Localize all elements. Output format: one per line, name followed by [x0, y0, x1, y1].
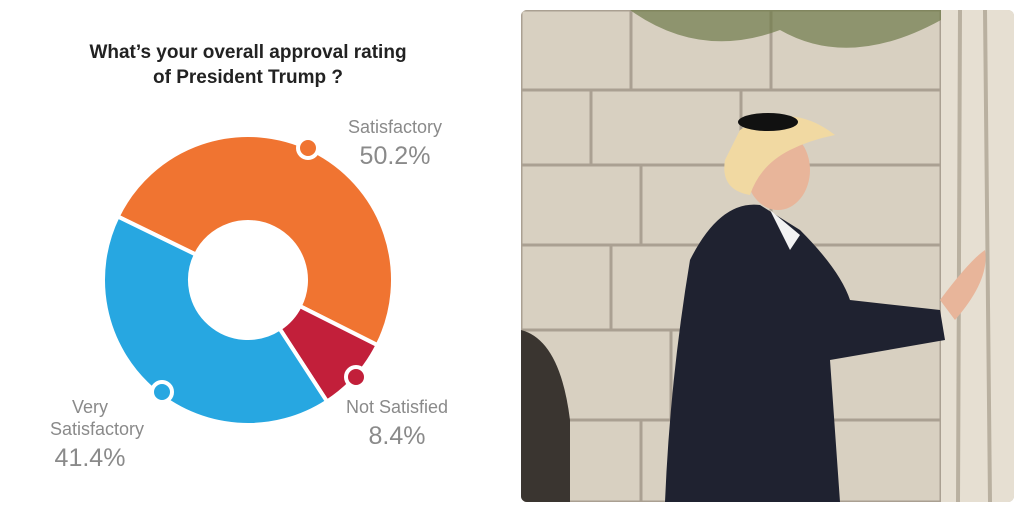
category-label: Satisfactory	[347, 117, 443, 137]
category-label: Not Satisfied	[345, 397, 449, 417]
label-marker	[344, 365, 368, 389]
donut-slice	[114, 133, 395, 348]
photo	[521, 10, 1014, 502]
chart-title: What’s your overall approval rating of P…	[89, 42, 407, 88]
value-label: 50.2%	[359, 142, 431, 170]
value-label: 41.4%	[54, 444, 126, 472]
donut-slice	[101, 213, 330, 427]
category-label: Very Satisfactory	[50, 397, 145, 439]
value-label: 8.4%	[368, 422, 426, 450]
label-marker	[150, 380, 174, 404]
label-marker	[296, 136, 320, 160]
